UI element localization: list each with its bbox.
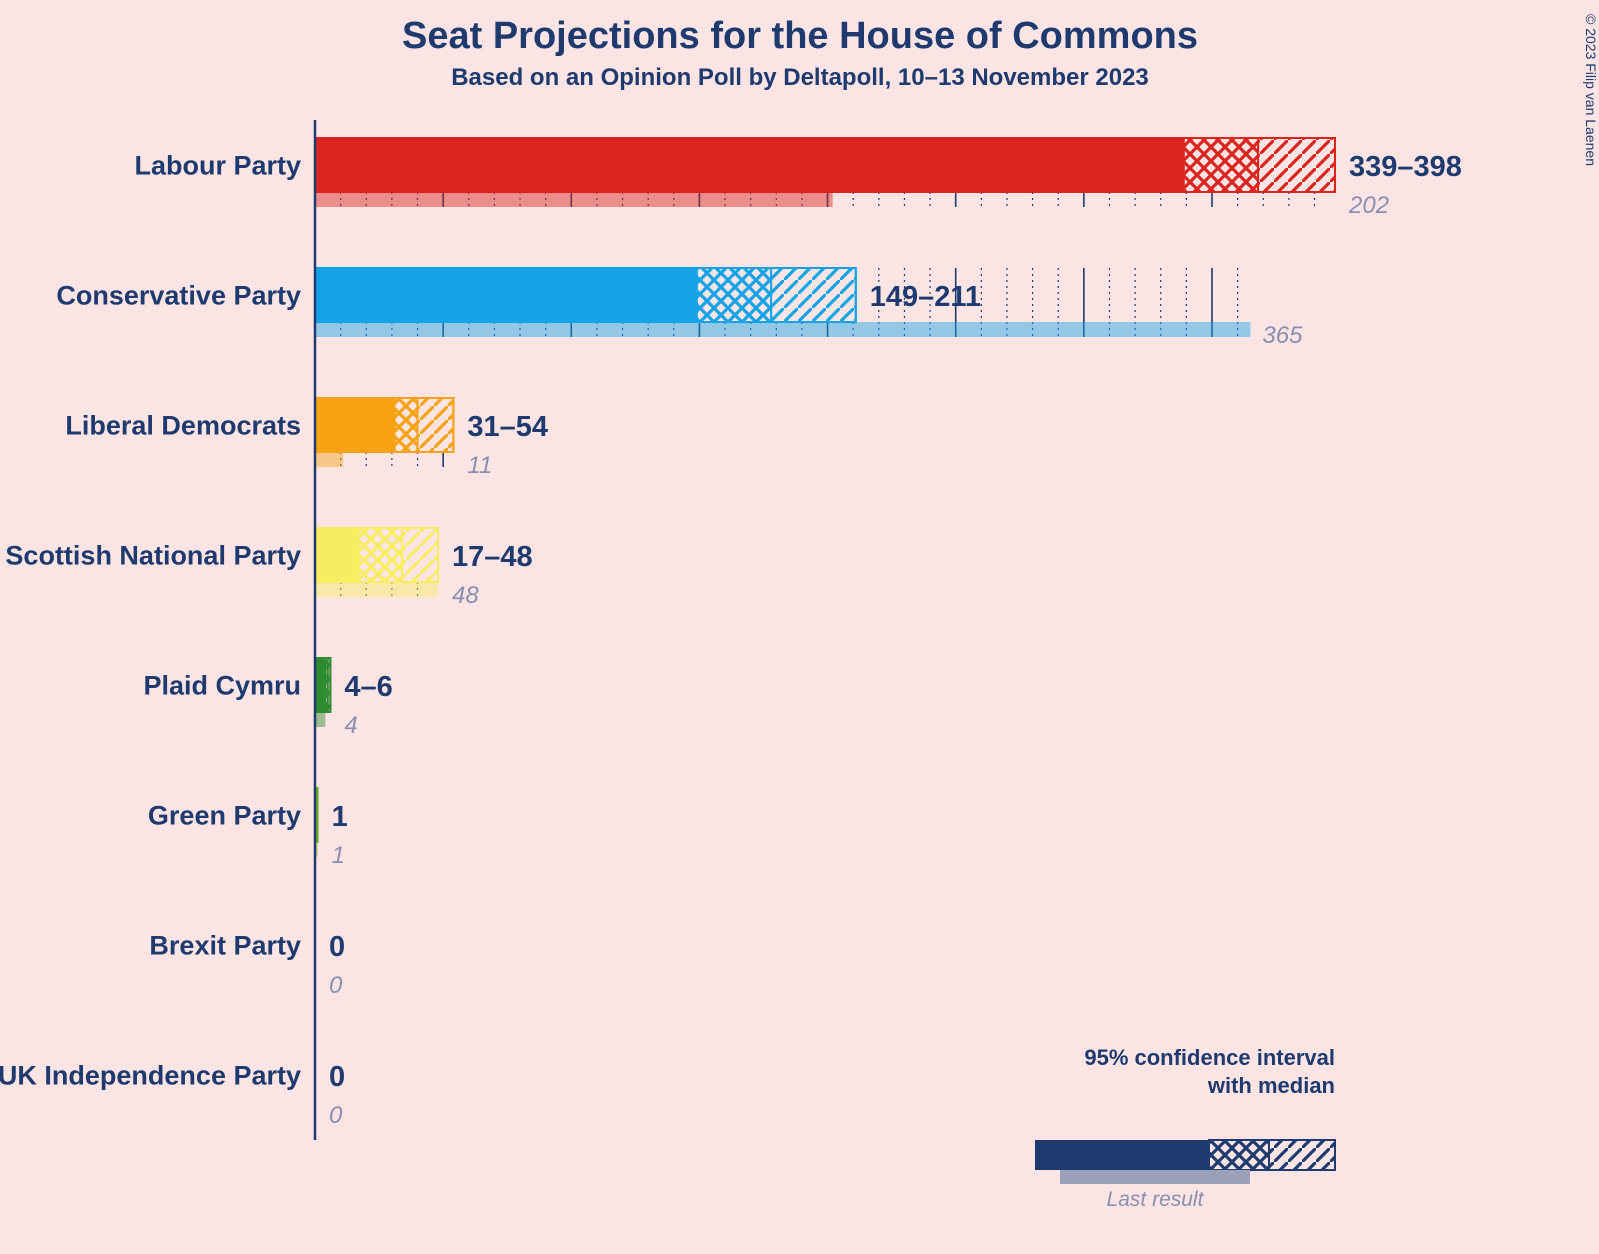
last-result-label: 202 (1348, 192, 1389, 219)
last-result-label: 1 (332, 842, 345, 869)
last-result-label: 11 (467, 452, 492, 479)
party-label: Brexit Party (149, 931, 301, 961)
projection-label: 0 (329, 931, 345, 963)
projection-label: 0 (329, 1061, 345, 1093)
chart-title: Seat Projections for the House of Common… (402, 15, 1198, 57)
last-result-bar (315, 192, 833, 207)
last-result-label: 0 (329, 972, 343, 999)
party-label: Plaid Cymru (143, 671, 301, 701)
projection-label: 339–398 (1349, 151, 1462, 183)
bars-group: Labour Party 339–398 202 Conservative Party… (0, 138, 1462, 1129)
copyright-text: © 2023 Filip van Laenen (1583, 14, 1599, 166)
bar-solid (315, 658, 325, 712)
party-label: Scottish National Party (5, 541, 301, 571)
legend-bar (1035, 1140, 1335, 1184)
last-result-bar (315, 712, 325, 727)
projection-label: 149–211 (870, 281, 981, 313)
seat-projection-chart: Seat Projections for the House of Common… (0, 0, 1599, 1254)
legend: 95% confidence interval with median Last… (1035, 1045, 1335, 1211)
party-label: Liberal Democrats (65, 411, 301, 441)
legend-last-label: Last result (1107, 1188, 1205, 1211)
bar-solid (315, 268, 697, 322)
last-result-label: 4 (344, 712, 357, 739)
legend-line-1: 95% confidence interval (1084, 1045, 1335, 1070)
bar-cross (394, 398, 417, 452)
bar-solid (315, 398, 394, 452)
last-result-label: 365 (1262, 322, 1303, 349)
legend-line-2: with median (1207, 1073, 1335, 1098)
last-result-label: 48 (452, 582, 479, 609)
party-label: Labour Party (134, 151, 301, 181)
last-result-bar (315, 582, 438, 597)
bar-diag (1258, 138, 1335, 192)
bar-cross (697, 268, 771, 322)
chart-subtitle: Based on an Opinion Poll by Deltapoll, 1… (451, 64, 1149, 91)
bar-cross (359, 528, 403, 582)
bar-solid (315, 138, 1184, 192)
party-label: Conservative Party (56, 281, 301, 311)
projection-label: 1 (332, 801, 348, 833)
last-result-bar (315, 322, 1250, 337)
bar-cross (1184, 138, 1258, 192)
bar-solid (315, 528, 359, 582)
bar-diag (771, 268, 856, 322)
bar-diag (402, 528, 438, 582)
party-label: UK Independence Party (0, 1061, 301, 1091)
projection-label: 17–48 (452, 541, 533, 573)
projection-label: 4–6 (344, 671, 392, 703)
party-label: Green Party (148, 801, 301, 831)
last-result-label: 0 (329, 1102, 343, 1129)
bar-diag (418, 398, 454, 452)
projection-label: 31–54 (467, 411, 548, 443)
last-result-bar (315, 452, 343, 467)
